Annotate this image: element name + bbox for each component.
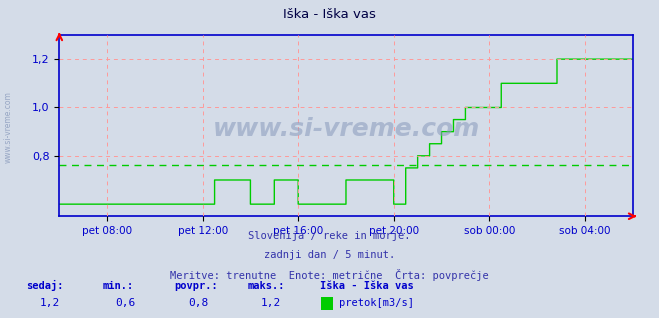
Text: Slovenija / reke in morje.: Slovenija / reke in morje. xyxy=(248,231,411,240)
Text: min.:: min.: xyxy=(102,281,133,291)
Text: 1,2: 1,2 xyxy=(260,299,281,308)
Text: pretok[m3/s]: pretok[m3/s] xyxy=(339,299,415,308)
Text: 0,6: 0,6 xyxy=(115,299,136,308)
Text: Meritve: trenutne  Enote: metrične  Črta: povprečje: Meritve: trenutne Enote: metrične Črta: … xyxy=(170,269,489,281)
Text: www.si-vreme.com: www.si-vreme.com xyxy=(3,91,13,163)
Text: www.si-vreme.com: www.si-vreme.com xyxy=(212,117,480,141)
Text: Iška - Iška vas: Iška - Iška vas xyxy=(320,281,413,291)
Text: zadnji dan / 5 minut.: zadnji dan / 5 minut. xyxy=(264,250,395,259)
Text: 0,8: 0,8 xyxy=(188,299,208,308)
Text: Iška - Iška vas: Iška - Iška vas xyxy=(283,8,376,21)
Text: sedaj:: sedaj: xyxy=(26,280,64,291)
Text: povpr.:: povpr.: xyxy=(175,281,218,291)
Text: 1,2: 1,2 xyxy=(40,299,60,308)
Text: maks.:: maks.: xyxy=(247,281,285,291)
